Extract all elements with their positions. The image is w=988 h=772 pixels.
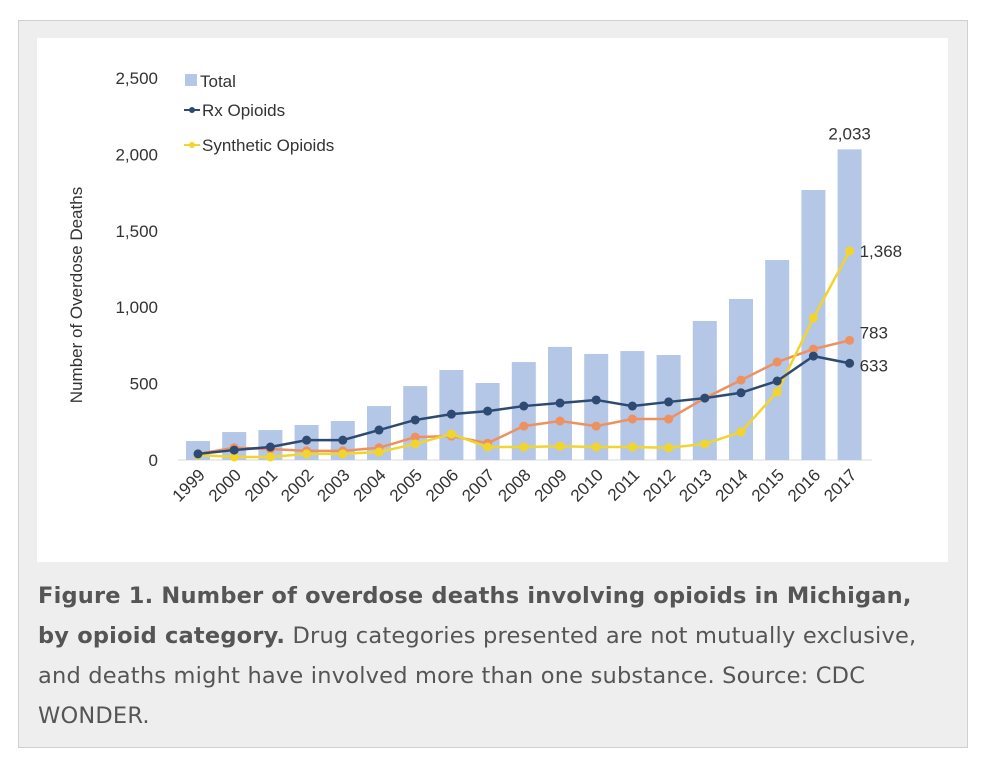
y-tick-label: 500 bbox=[130, 375, 158, 394]
point-synthetic-opioids bbox=[845, 246, 855, 256]
y-tick-label: 2,000 bbox=[115, 145, 158, 164]
chart-area bbox=[37, 38, 948, 562]
point-rx-opioids bbox=[374, 425, 384, 435]
point-series-3 bbox=[664, 414, 674, 424]
point-rx-opioids bbox=[772, 376, 782, 386]
legend-label-2: Synthetic Opioids bbox=[202, 136, 334, 155]
point-synthetic-opioids bbox=[302, 449, 312, 459]
x-tick-label: 2000 bbox=[205, 465, 245, 505]
point-rx-opioids bbox=[627, 401, 637, 411]
data-label-rx: 633 bbox=[860, 356, 888, 375]
data-label-orange: 783 bbox=[860, 323, 888, 342]
point-synthetic-opioids bbox=[555, 441, 565, 451]
point-synthetic-opioids bbox=[772, 387, 782, 397]
point-rx-opioids bbox=[845, 358, 855, 368]
x-tick-label: 2006 bbox=[422, 465, 462, 505]
x-tick-label: 2015 bbox=[748, 465, 788, 505]
x-tick-label: 2011 bbox=[604, 465, 643, 504]
point-synthetic-opioids bbox=[627, 442, 637, 452]
point-synthetic-opioids bbox=[664, 443, 674, 453]
x-tick-label: 2008 bbox=[494, 465, 534, 505]
x-tick-label: 2009 bbox=[531, 465, 571, 505]
bar-total bbox=[584, 353, 609, 460]
point-series-3 bbox=[736, 375, 746, 385]
point-rx-opioids bbox=[265, 442, 275, 452]
x-tick-label: 2007 bbox=[458, 465, 498, 505]
point-rx-opioids bbox=[555, 398, 565, 408]
bar-total bbox=[656, 355, 681, 460]
point-rx-opioids bbox=[519, 401, 529, 411]
point-synthetic-opioids bbox=[229, 452, 239, 462]
point-rx-opioids bbox=[229, 445, 239, 455]
x-tick-label: 2001 bbox=[241, 465, 281, 505]
y-axis-label: Number of Overdose Deaths bbox=[67, 187, 86, 403]
point-synthetic-opioids bbox=[591, 442, 601, 452]
y-tick-label: 0 bbox=[149, 451, 158, 470]
legend-swatch-total bbox=[185, 74, 197, 86]
point-rx-opioids bbox=[410, 415, 420, 425]
bar-total bbox=[692, 320, 717, 460]
point-synthetic-opioids bbox=[265, 452, 275, 462]
x-tick-label: 2005 bbox=[386, 465, 426, 505]
x-tick-label: 2014 bbox=[712, 465, 752, 505]
point-series-3 bbox=[410, 432, 420, 442]
point-rx-opioids bbox=[808, 351, 818, 361]
data-label-total: 2,033 bbox=[828, 124, 871, 143]
bar-total bbox=[837, 149, 862, 460]
point-rx-opioids bbox=[700, 393, 710, 403]
legend-marker-2 bbox=[189, 142, 195, 148]
data-label-synthetic: 1,368 bbox=[860, 242, 903, 261]
x-tick-label: 2013 bbox=[675, 465, 715, 505]
x-tick-label: 2012 bbox=[639, 465, 679, 505]
point-synthetic-opioids bbox=[736, 427, 746, 437]
point-series-3 bbox=[591, 421, 601, 431]
point-synthetic-opioids bbox=[446, 429, 456, 439]
legend-label-total: Total bbox=[200, 72, 236, 91]
figure-caption: Figure 1. Number of overdose deaths invo… bbox=[38, 576, 938, 736]
point-rx-opioids bbox=[664, 397, 674, 407]
caption-body: Drug categories presented are not mutual… bbox=[38, 623, 917, 729]
x-tick-label: 2003 bbox=[313, 465, 353, 505]
point-synthetic-opioids bbox=[374, 447, 384, 457]
point-rx-opioids bbox=[193, 449, 203, 459]
point-rx-opioids bbox=[446, 409, 456, 419]
bar-total bbox=[801, 190, 826, 461]
point-series-3 bbox=[555, 416, 565, 426]
point-synthetic-opioids bbox=[519, 442, 529, 452]
x-tick-label: 2010 bbox=[567, 465, 607, 505]
point-rx-opioids bbox=[591, 395, 601, 405]
point-series-3 bbox=[519, 421, 529, 431]
point-series-3 bbox=[772, 357, 782, 367]
y-tick-label: 1,500 bbox=[115, 222, 158, 241]
x-tick-label: 2016 bbox=[784, 465, 824, 505]
point-synthetic-opioids bbox=[410, 439, 420, 449]
caption-title: Figure 1. Number of overdose deaths invo… bbox=[38, 583, 912, 649]
legend-marker-1 bbox=[189, 107, 195, 113]
point-rx-opioids bbox=[302, 435, 312, 445]
x-tick-label: 1999 bbox=[169, 465, 209, 505]
y-tick-label: 2,500 bbox=[115, 69, 158, 88]
point-synthetic-opioids bbox=[700, 439, 710, 449]
point-rx-opioids bbox=[483, 406, 493, 416]
point-rx-opioids bbox=[736, 388, 746, 398]
point-synthetic-opioids bbox=[338, 449, 348, 459]
x-tick-label: 2017 bbox=[820, 465, 860, 505]
point-rx-opioids bbox=[338, 435, 348, 445]
legend-label-1: Rx Opioids bbox=[202, 101, 285, 120]
x-tick-label: 2004 bbox=[350, 465, 390, 505]
point-series-3 bbox=[845, 335, 855, 345]
point-series-3 bbox=[627, 414, 637, 424]
point-synthetic-opioids bbox=[483, 442, 493, 452]
y-tick-label: 1,000 bbox=[115, 298, 158, 317]
point-series-3 bbox=[808, 344, 818, 354]
x-tick-label: 2002 bbox=[277, 465, 317, 505]
point-synthetic-opioids bbox=[808, 313, 818, 323]
